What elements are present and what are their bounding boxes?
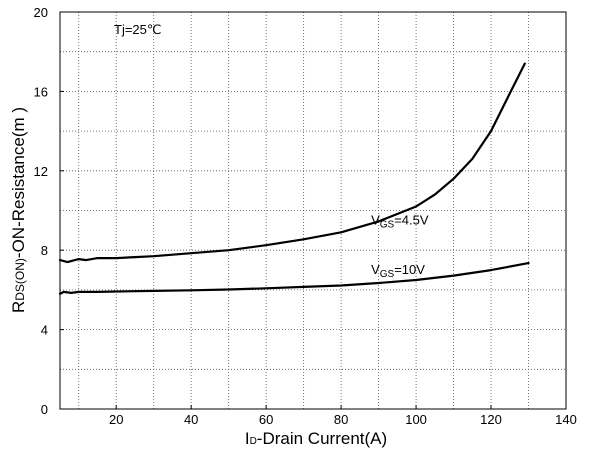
temperature-annotation: Tj=25℃ <box>114 22 161 37</box>
y-tick-label: 20 <box>34 5 48 20</box>
x-axis-title: ID-Drain Current(A) <box>245 429 387 448</box>
x-axis-title-sub: D <box>250 436 257 447</box>
x-tick-label: 100 <box>405 412 427 427</box>
series-line-1 <box>58 262 530 295</box>
series-label-1: VGS=10V <box>371 262 425 280</box>
series-lines <box>58 62 530 295</box>
x-axis-title-rest: -Drain Current(A) <box>257 429 387 448</box>
y-axis-title-main: R <box>9 301 28 313</box>
y-tick-label: 8 <box>41 243 48 258</box>
y-axis-title: RDS(ON)-ON-Resistance(m ) <box>9 107 28 313</box>
series-label-sub: GS <box>380 269 395 280</box>
series-label-rest: =4.5V <box>394 212 429 227</box>
x-tick-label: 140 <box>555 412 577 427</box>
axis-ticks: 20 40 60 80 100 120 140 0 4 8 12 16 20 <box>34 5 577 427</box>
series-label-rest: =10V <box>394 262 425 277</box>
y-axis-title-sub: DS(ON) <box>13 258 27 301</box>
y-axis-title-rest: -ON-Resistance(m ) <box>9 107 28 258</box>
plot-frame <box>59 11 567 410</box>
x-tick-label: 120 <box>480 412 502 427</box>
x-tick-label: 80 <box>334 412 348 427</box>
y-tick-label: 0 <box>41 402 48 417</box>
series-label-main: V <box>371 212 380 227</box>
y-tick-label: 12 <box>34 164 48 179</box>
grid-lines <box>60 12 566 409</box>
x-tick-label: 60 <box>259 412 273 427</box>
x-tick-label: 20 <box>109 412 123 427</box>
y-tick-label: 4 <box>41 323 48 338</box>
series-label-sub: GS <box>380 219 395 230</box>
y-tick-label: 16 <box>34 84 48 99</box>
x-tick-label: 40 <box>184 412 198 427</box>
series-line-0 <box>58 62 526 264</box>
series-label-0: VGS=4.5V <box>371 212 429 230</box>
x-axis-title-main: I <box>245 429 250 448</box>
series-label-main: V <box>371 262 380 277</box>
